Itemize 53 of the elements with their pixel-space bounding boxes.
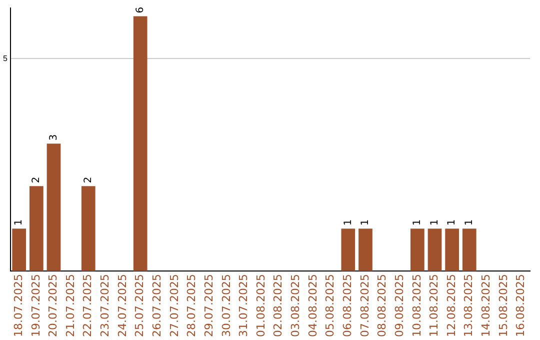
x-tick-label: 06.08.2025 [341, 274, 354, 338]
x-tick-label: 14.08.2025 [480, 274, 493, 338]
data-label: 1 [446, 219, 458, 226]
bar [133, 16, 148, 272]
x-tick-label: 04.08.2025 [306, 274, 320, 338]
x-tick-label: 27.07.2025 [168, 274, 181, 338]
bar [46, 144, 61, 272]
x-tick-label: 21.07.2025 [64, 274, 77, 338]
x-tick-label: 26.07.2025 [150, 274, 164, 338]
x-tick-label: 19.07.2025 [29, 274, 42, 338]
data-label: 2 [82, 176, 94, 184]
x-tick-label: 09.08.2025 [392, 274, 406, 338]
x-tick-label: 31.07.2025 [237, 274, 250, 338]
x-tick-label: 22.07.2025 [81, 274, 94, 338]
x-tick-label: 03.08.2025 [289, 274, 302, 338]
bar [12, 228, 26, 272]
data-label: 3 [48, 134, 60, 141]
data-label: 1 [14, 219, 25, 226]
data-label: 1 [464, 219, 475, 226]
data-label: 1 [429, 219, 440, 226]
bar [428, 228, 442, 272]
x-tick-label: 20.07.2025 [46, 274, 60, 338]
x-tick-label: 25.07.2025 [133, 274, 146, 338]
bar [30, 186, 44, 272]
bar [410, 228, 424, 272]
bar [462, 228, 476, 272]
x-tick-label: 07.08.2025 [358, 274, 372, 338]
x-tick-label: 05.08.2025 [324, 274, 337, 338]
x-tick-label: 10.08.2025 [410, 274, 424, 338]
data-label: 2 [31, 176, 42, 184]
bar [81, 186, 96, 272]
data-label: 1 [360, 219, 372, 226]
bar [358, 228, 372, 272]
x-tick-label: 16.08.2025 [514, 274, 528, 338]
bar [341, 228, 356, 272]
x-tick-label: 29.07.2025 [202, 274, 216, 338]
y-tick-label: 5 [2, 54, 8, 63]
data-label: 6 [134, 6, 146, 14]
x-tick-label: 15.08.2025 [496, 274, 510, 338]
x-tick-label: 28.07.2025 [185, 274, 198, 338]
x-tick-label: 13.08.2025 [462, 274, 476, 338]
x-tick-label: 24.07.2025 [116, 274, 129, 338]
x-tick-label: 01.08.2025 [254, 274, 268, 338]
x-tick-label: 08.08.2025 [376, 274, 389, 338]
x-tick-label: 23.07.2025 [98, 274, 112, 338]
x-tick-label: 02.08.2025 [272, 274, 285, 338]
data-label: 1 [412, 219, 424, 226]
x-tick-label: 18.07.2025 [12, 274, 25, 338]
bar [445, 228, 459, 272]
data-label: 1 [342, 219, 354, 226]
x-tick-label: 11.08.2025 [428, 274, 441, 338]
x-tick-label: 12.08.2025 [444, 274, 458, 338]
x-tick-label: 30.07.2025 [220, 274, 233, 338]
